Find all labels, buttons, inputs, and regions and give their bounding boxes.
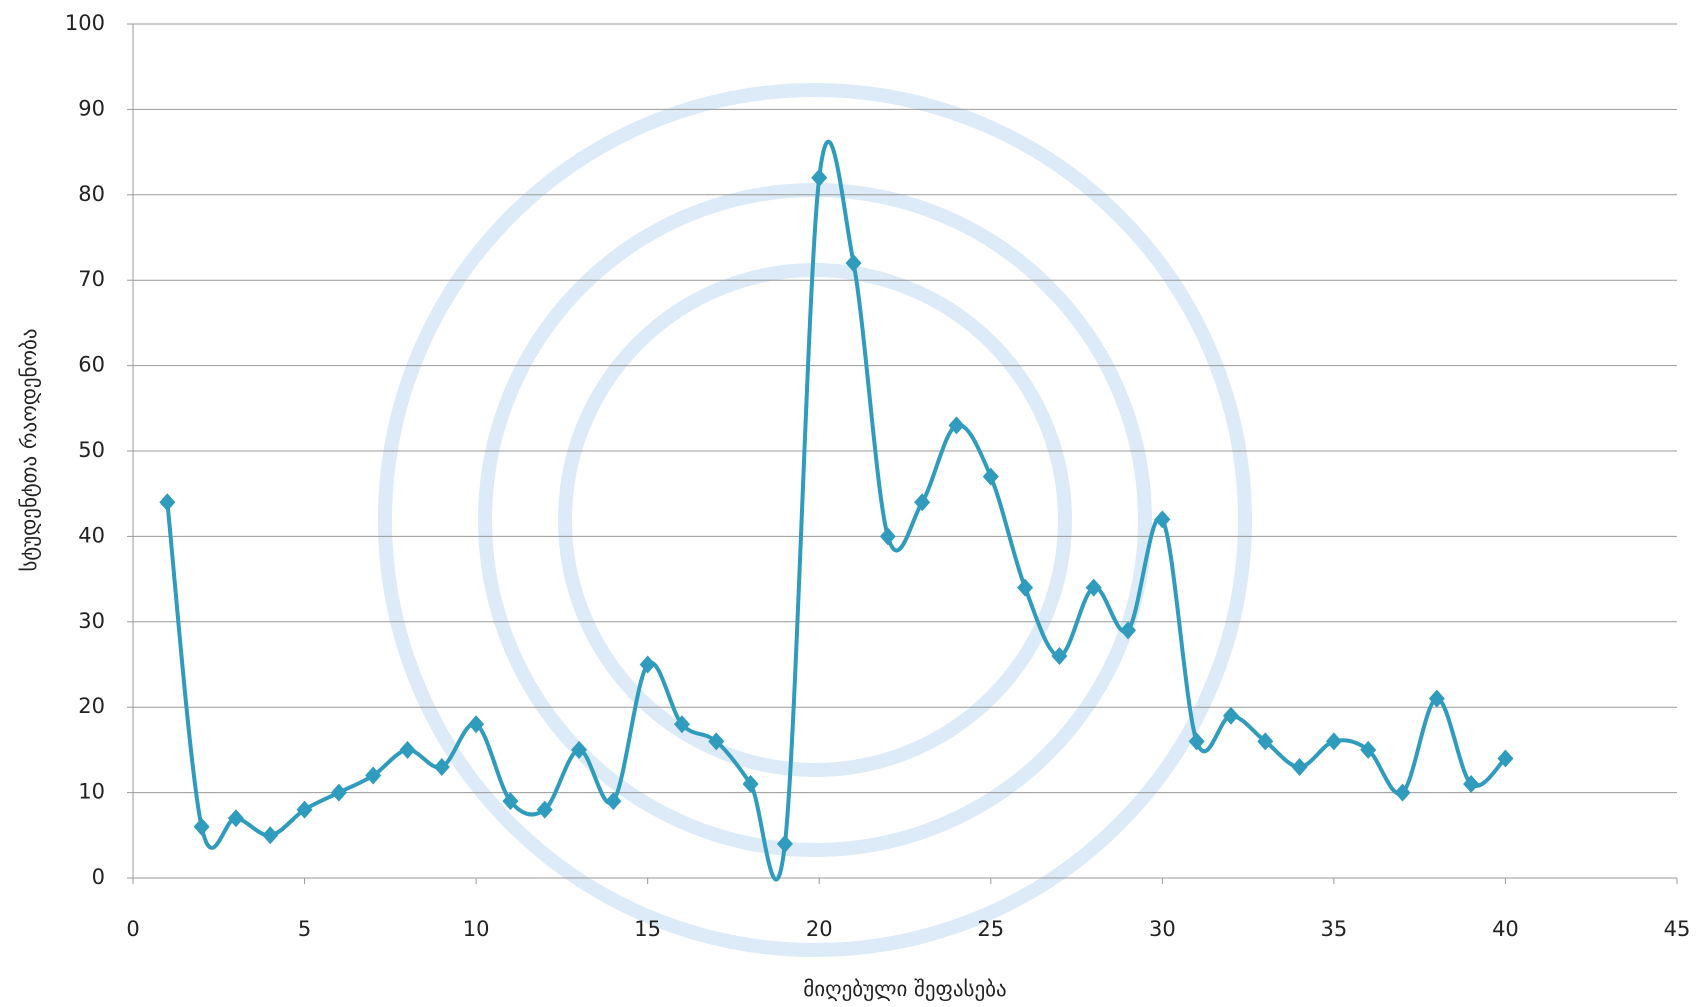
data-point [399,740,416,759]
data-point [1017,578,1034,597]
data-point [1257,732,1274,751]
data-point [1291,757,1308,776]
x-tick-label: 35 [1321,917,1348,941]
data-point [227,809,244,828]
y-tick-label: 90 [78,96,105,120]
y-tick-label: 20 [78,694,105,718]
data-point [502,792,519,811]
data-point [1120,621,1137,640]
data-point [845,254,862,273]
y-tick-label: 0 [92,865,105,889]
data-point [1428,689,1445,708]
data-point [1463,775,1480,794]
y-tick-label: 40 [78,523,105,547]
data-point [1154,510,1171,529]
data-point [1360,740,1377,759]
y-tick-label: 100 [65,11,105,35]
data-point [1085,578,1102,597]
x-tick-label: 5 [298,917,311,941]
x-axis-label: მიღებული შეფასება [803,977,1006,1001]
x-tick-label: 15 [634,917,661,941]
data-point [1394,783,1411,802]
data-point [159,493,176,512]
y-tick-label: 30 [78,609,105,633]
data-point [365,766,382,785]
y-tick-label: 60 [78,353,105,377]
y-tick-label: 70 [78,267,105,291]
data-point [879,527,896,546]
x-tick-label: 40 [1492,917,1519,941]
data-point [1325,732,1342,751]
data-point [673,715,690,734]
x-tick-label: 25 [977,917,1004,941]
x-tick-label: 0 [126,917,139,941]
data-point [193,817,210,836]
data-point [1051,646,1068,665]
x-tick-label: 20 [806,917,833,941]
x-tick-label: 30 [1149,917,1176,941]
y-axis-label: სტუდენტთა რაოდენობა [17,328,41,571]
data-point [982,467,999,486]
data-point [948,416,965,435]
data-point [776,834,793,853]
data-point [296,800,313,819]
x-tick-label: 45 [1664,917,1691,941]
data-point [708,732,725,751]
watermark [378,83,1252,957]
data-point [639,655,656,674]
x-tick-label: 10 [463,917,490,941]
data-point [1222,706,1239,725]
data-point [1497,749,1514,768]
y-tick-label: 80 [78,182,105,206]
data-point [914,493,931,512]
y-tick-label: 50 [78,438,105,462]
data-point [571,740,588,759]
data-point [433,757,450,776]
data-point [605,792,622,811]
y-tick-label: 10 [78,780,105,804]
data-point [536,800,553,819]
data-point [330,783,347,802]
data-point [742,775,759,794]
data-point [468,715,485,734]
data-point [1188,732,1205,751]
data-point [811,168,828,187]
data-point [262,826,279,845]
